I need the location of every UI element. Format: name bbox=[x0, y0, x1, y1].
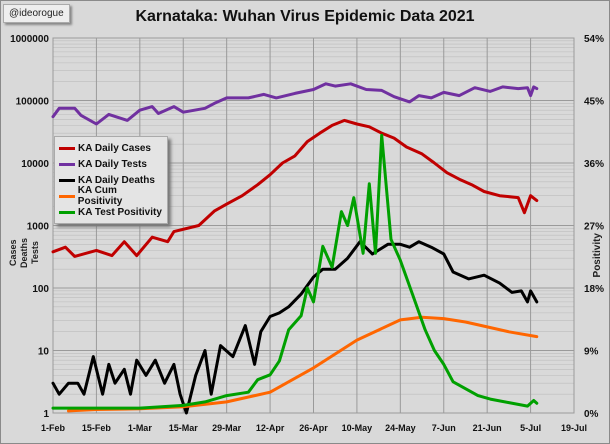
y-right-tick-label: 18% bbox=[584, 284, 604, 295]
x-tick-label: 24-May bbox=[385, 423, 416, 433]
legend-label: KA Daily Cases bbox=[78, 142, 151, 154]
y-label-cases: Cases bbox=[8, 239, 18, 267]
x-tick-label: 10-May bbox=[342, 423, 373, 433]
y-right-tick-label: 27% bbox=[584, 222, 604, 233]
y-left-tick-label: 10000 bbox=[21, 159, 49, 170]
series-line-ka-daily-tests bbox=[51, 82, 539, 126]
x-tick-label: 15-Mar bbox=[169, 423, 199, 433]
series-line-ka-daily-cases bbox=[51, 118, 539, 258]
y-right-tick-label: 0% bbox=[584, 409, 599, 420]
x-tick-label: 21-Jun bbox=[473, 423, 502, 433]
y-axis-left-label: Cases Deaths Tests bbox=[8, 238, 41, 268]
y-axis-right-label: Positivity bbox=[592, 233, 603, 278]
y-right-tick-label: 45% bbox=[584, 97, 604, 108]
y-left-tick-label: 100 bbox=[32, 284, 49, 295]
y-left-tick-label: 1000 bbox=[27, 222, 50, 233]
legend-item-cases: KA Daily Cases bbox=[59, 140, 163, 156]
legend-label: KA Daily Tests bbox=[78, 158, 147, 170]
legend-swatch bbox=[59, 162, 75, 166]
y-left-tick-label: 10 bbox=[38, 347, 50, 358]
x-tick-label: 5-Jul bbox=[520, 423, 541, 433]
x-tick-label: 29-Mar bbox=[212, 423, 242, 433]
legend: KA Daily Cases KA Daily Tests KA Daily D… bbox=[54, 136, 168, 224]
x-tick-label: 19-Jul bbox=[561, 423, 587, 433]
x-tick-label: 1-Mar bbox=[128, 423, 153, 433]
legend-swatch bbox=[59, 210, 75, 214]
watermark: @ideorogue bbox=[3, 4, 70, 23]
y-right-tick-label: 54% bbox=[584, 34, 604, 45]
y-label-tests: Tests bbox=[30, 241, 40, 265]
x-tick-label: 26-Apr bbox=[299, 423, 328, 433]
legend-item-test-positivity: KA Test Positivity bbox=[59, 204, 163, 220]
legend-swatch bbox=[59, 194, 75, 198]
y-label-deaths: Deaths bbox=[19, 238, 29, 269]
y-left-tick-label: 1000000 bbox=[10, 34, 49, 45]
y-left-tick-label: 100000 bbox=[16, 97, 50, 108]
legend-label: KA Cum Positivity bbox=[77, 185, 123, 207]
legend-label: KA Daily Deaths bbox=[78, 174, 155, 186]
y-left-tick-label: 1 bbox=[43, 409, 49, 420]
legend-label: KA Test Positivity bbox=[78, 206, 162, 218]
legend-swatch bbox=[59, 178, 75, 182]
x-tick-label: 12-Apr bbox=[256, 423, 285, 433]
series-line-ka-test-positivity bbox=[51, 133, 539, 410]
y-right-tick-label: 36% bbox=[584, 159, 604, 170]
legend-item-cum-positivity: KA Cum Positivity bbox=[59, 185, 163, 207]
x-tick-label: 7-Jun bbox=[432, 423, 456, 433]
x-tick-label: 1-Feb bbox=[41, 423, 66, 433]
legend-swatch bbox=[59, 146, 75, 150]
series-line-ka-daily-deaths bbox=[51, 240, 539, 415]
chart-title: Karnataka: Wuhan Virus Epidemic Data 202… bbox=[135, 8, 475, 25]
legend-item-deaths: KA Daily Deaths bbox=[59, 172, 163, 188]
legend-item-tests: KA Daily Tests bbox=[59, 156, 163, 172]
y-right-tick-label: 9% bbox=[584, 347, 599, 358]
x-tick-label: 15-Feb bbox=[82, 423, 112, 433]
